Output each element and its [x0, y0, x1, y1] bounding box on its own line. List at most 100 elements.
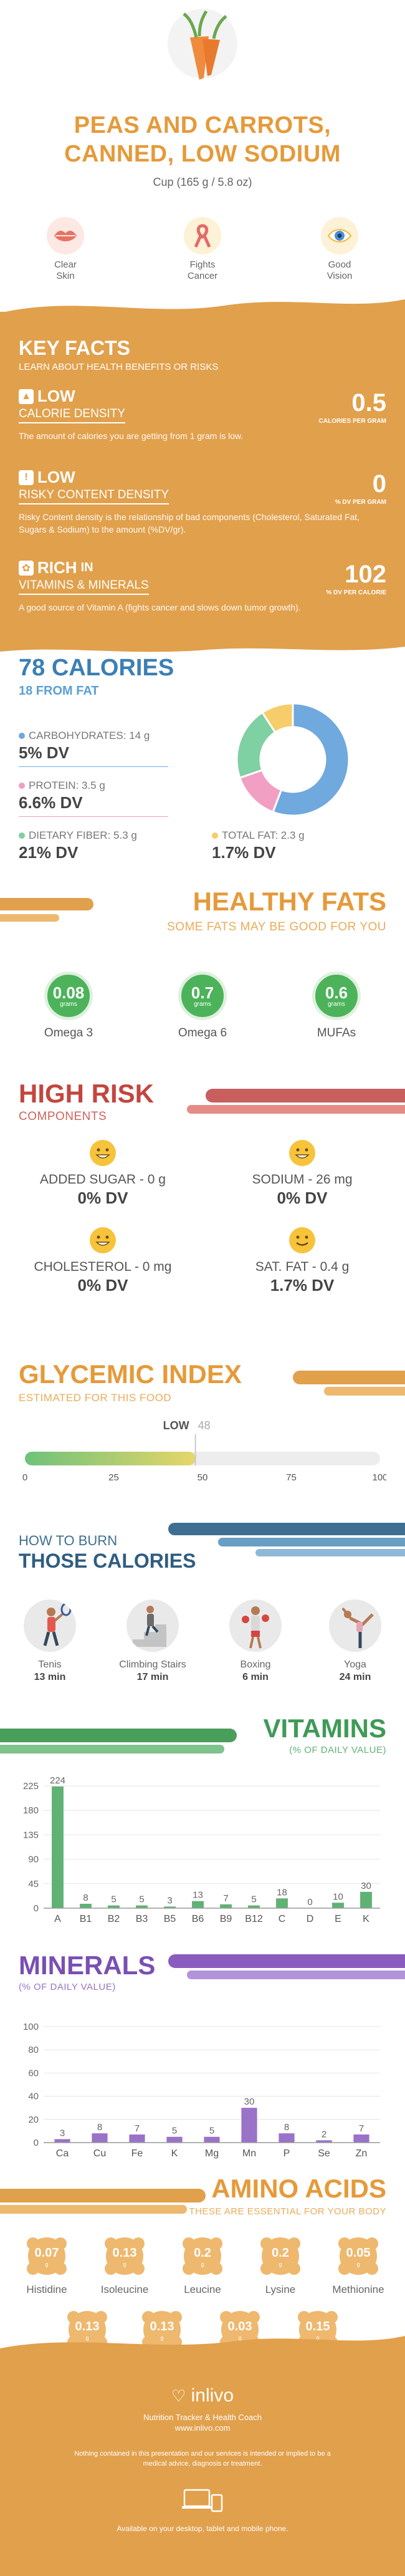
macro-protein: PROTEIN: 3.5 g 6.6% DV — [19, 779, 168, 817]
decor-bar — [293, 1371, 405, 1384]
key-facts-title: KEY FACTS — [19, 337, 130, 359]
fat-name: Omega 3 — [44, 1026, 93, 1040]
gauge-tick-label: 75 — [286, 1472, 297, 1483]
fact-level: ✿ RICH IN — [19, 558, 386, 577]
y-tick-label: 0 — [34, 1903, 39, 1914]
fact-description: Risky Content density is the relationshi… — [19, 512, 360, 534]
y-tick-label: 225 — [23, 1781, 39, 1792]
bar-value-label: 3 — [167, 1895, 172, 1906]
x-tick-label: Se — [318, 2148, 330, 2159]
activity-time: 17 min — [136, 1672, 169, 1682]
amino-methionine: 0.05 g Methionine — [321, 2234, 396, 2296]
y-tick-label: 100 — [23, 2022, 39, 2032]
x-tick-label: Mg — [205, 2148, 219, 2159]
y-tick-label: 180 — [23, 1805, 39, 1816]
serving-size: Cup (165 g / 5.8 oz) — [153, 176, 252, 188]
footer-top-wave — [0, 2336, 405, 2352]
vitamins-bar-chart: 04590135180225224A8B15B25B33B513B67B95B1… — [23, 1775, 380, 1924]
fat-badge: 0.6 grams — [312, 972, 361, 1020]
benefit-fights-cancer: Fights Cancer — [165, 217, 240, 282]
bar-Se — [316, 2140, 332, 2143]
decor-bar — [168, 1954, 405, 1968]
fact-value: 0.5 — [351, 389, 386, 417]
x-tick-label: B3 — [136, 1914, 148, 1924]
fact-level-suffix: IN — [80, 561, 93, 574]
decor-bar — [168, 1523, 405, 1535]
risk-dv: 0% DV — [77, 1276, 128, 1295]
footer-disclaimer: Nothing contained in this presentation a… — [74, 2450, 331, 2467]
donut-slice-total-fat — [260, 702, 294, 734]
amino-subtitle: THESE ARE ESSENTIAL FOR YOUR BODY — [189, 2206, 386, 2217]
happy-face-icon — [90, 1227, 116, 1253]
footer-tagline: Nutrition Tracker & Health Coach — [143, 2413, 262, 2422]
x-tick-label: B9 — [220, 1914, 232, 1924]
benefit-label: Skin — [56, 271, 75, 281]
bar-B2 — [108, 1905, 120, 1908]
footer-availability: Available on your desktop, tablet and mo… — [117, 2524, 288, 2533]
brand-logo[interactable]: ♡ inlivo — [0, 2385, 405, 2406]
macro-label: TOTAL FAT: 2.3 g — [212, 829, 305, 842]
footer-site-link[interactable]: www.inlivo.com — [174, 2423, 231, 2433]
benefit-label: Vision — [326, 271, 353, 281]
bar-B3 — [136, 1905, 148, 1908]
legend-dot — [212, 832, 218, 839]
bar-Mn — [241, 2108, 257, 2143]
warning-icon: ! — [19, 470, 34, 485]
bar-value-label: 5 — [172, 2126, 177, 2136]
bar-value-label: 7 — [359, 2123, 364, 2134]
decor-bar — [0, 914, 59, 922]
gauge-value-label: 48 — [198, 1419, 211, 1432]
decor-bar — [0, 1745, 224, 1754]
amino-name: Isoleucine — [100, 2284, 149, 2295]
macro-dv: 6.6% DV — [19, 793, 83, 812]
amino-badge: 0.13 g — [65, 2307, 110, 2352]
risk-name: SAT. FAT - 0.4 g — [255, 1260, 350, 1274]
amino-unit: g — [316, 2335, 320, 2341]
bar-Ca — [54, 2139, 70, 2143]
decor-bar — [187, 1971, 405, 1979]
brand-name: inlivo — [191, 2385, 234, 2406]
x-tick-label: B5 — [164, 1914, 176, 1924]
bar-value-label: 5 — [139, 1894, 144, 1905]
devices-icon — [0, 2487, 405, 2516]
bar-value-label: 30 — [361, 1881, 371, 1891]
fat-mufas: 0.6 grams MUFAs — [293, 972, 380, 1040]
vitamins-title: VITAMINS — [263, 1714, 386, 1743]
x-tick-label: Fe — [131, 2148, 143, 2159]
y-tick-label: 0 — [34, 2138, 39, 2148]
activity-time: 6 min — [242, 1672, 269, 1682]
macro-fat: TOTAL FAT: 2.3 g 1.7% DV — [212, 829, 305, 862]
decor-bar — [324, 1387, 405, 1396]
activity-time: 24 min — [339, 1672, 371, 1682]
bar-value-label: 2 — [322, 2129, 326, 2139]
fat-value: 0.08 — [52, 983, 85, 1002]
gauge-level-label: LOW — [163, 1419, 189, 1432]
risk-dv: 0% DV — [77, 1189, 128, 1207]
macro-carbohydrates: CARBOHYDRATES: 14 g 5% DV — [19, 730, 168, 767]
amino-value: 0.13 — [112, 2246, 137, 2260]
x-tick-label: K — [363, 1914, 369, 1924]
macro-label: DIETARY FIBER: 5.3 g — [19, 829, 137, 842]
bar-value-label: 18 — [277, 1887, 287, 1898]
fat-name: MUFAs — [317, 1026, 356, 1040]
amino-histidine: 0.07 g Histidine — [9, 2234, 84, 2296]
stairs-icon — [126, 1599, 179, 1652]
amino-value: 0.05 — [346, 2246, 371, 2260]
bar-B9 — [220, 1904, 232, 1908]
fat-value: 0.6 — [325, 983, 348, 1002]
decor-bar — [255, 1549, 405, 1556]
amino-value: 0.2 — [194, 2246, 211, 2260]
x-tick-label: Mn — [242, 2148, 256, 2159]
x-tick-label: K — [171, 2148, 178, 2159]
bar-Fe — [129, 2134, 145, 2143]
calories-subtitle: 18 FROM FAT — [19, 684, 99, 698]
bar-value-label: 3 — [60, 2128, 65, 2138]
macro-name: CARBOHYDRATES: 14 g — [29, 730, 150, 741]
gauge-tick-label: 50 — [198, 1472, 208, 1483]
amino-title: AMINO ACIDS — [211, 2174, 386, 2203]
key-facts-subtitle: LEARN ABOUT HEALTH BENEFITS OR RISKS — [19, 362, 219, 372]
macro-fiber: DIETARY FIBER: 5.3 g 21% DV — [19, 829, 137, 862]
activity-yoga: Yoga 24 min — [315, 1599, 396, 1683]
decor-bar — [0, 1729, 237, 1742]
fat-name: Omega 6 — [178, 1026, 227, 1040]
